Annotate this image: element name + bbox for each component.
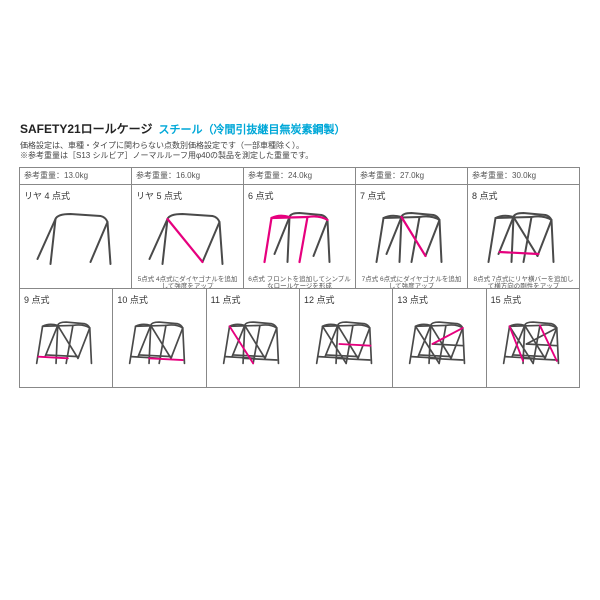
cage-cell-12pt: 12 点式 <box>299 288 393 388</box>
cage-diagram-icon <box>360 204 463 274</box>
cage-cell-10pt: 10 点式 <box>112 288 206 388</box>
cage-label: 10 点式 <box>117 293 201 306</box>
cage-diagram-icon <box>211 308 295 380</box>
weight-row: 参考重量：13.0kg 参考重量：16.0kg 参考重量：24.0kg 参考重量… <box>20 168 580 185</box>
weight-cell: 参考重量：24.0kg <box>243 167 356 185</box>
cage-row-1: リヤ 4 点式 リヤ 5 点式 5点式 4点式にダイヤゴナルを追加して強度をアッ… <box>20 185 580 289</box>
cage-diagram-icon <box>472 204 575 274</box>
weight-cell: 参考重量：27.0kg <box>355 167 468 185</box>
weight-cell: 参考重量：16.0kg <box>131 167 244 185</box>
cage-cell-4pt: リヤ 4 点式 <box>19 184 132 289</box>
cage-row-2: 9 点式 10 点式 <box>20 289 580 388</box>
cage-diagram-icon <box>24 204 127 274</box>
cage-diagram-icon <box>397 308 481 380</box>
cage-label: 11 点式 <box>211 293 295 306</box>
desc-1: 価格設定は、車種・タイプに関わらない点数別価格設定です（一部車種除く）。 <box>20 141 580 151</box>
cage-cell-6pt: 6 点式 6点式 フロントを追加してシンプルなロールケージを形成 <box>243 184 356 289</box>
cage-diagram-icon <box>248 204 351 274</box>
desc-2: ※参考重量は［S13 シルビア］ノーマルルーフ用φ40の製品を測定した重量です。 <box>20 151 580 161</box>
title-sub: スチール（冷間引抜継目無炭素鋼製） <box>158 121 345 137</box>
weight-label: 参考重量：27.0kg <box>360 171 424 180</box>
cage-label: 9 点式 <box>24 293 108 306</box>
cage-cell-8pt: 8 点式 8点式 7点式にリヤ横バーを追加して横方向の剛性をアップ <box>467 184 580 289</box>
title-main: SAFETY21ロールケージ <box>20 120 152 137</box>
weight-cell: 参考重量：13.0kg <box>19 167 132 185</box>
cage-label: 13 点式 <box>397 293 481 306</box>
cage-label: 8 点式 <box>472 189 575 202</box>
header: SAFETY21ロールケージ スチール（冷間引抜継目無炭素鋼製） 価格設定は、車… <box>20 120 580 162</box>
cage-diagram-icon <box>24 308 108 380</box>
cage-label: 15 点式 <box>491 293 575 306</box>
cage-diagram-icon <box>117 308 201 380</box>
cage-cell-7pt: 7 点式 7点式 6点式にダイヤゴナルを追加して強度アップ <box>355 184 468 289</box>
cage-cell-5pt: リヤ 5 点式 5点式 4点式にダイヤゴナルを追加して強度をアップ <box>131 184 244 289</box>
cage-label: 7 点式 <box>360 189 463 202</box>
cage-label: 12 点式 <box>304 293 388 306</box>
cage-label: 6 点式 <box>248 189 351 202</box>
cage-cell-15pt: 15 点式 <box>486 288 580 388</box>
weight-label: 参考重量：24.0kg <box>248 171 312 180</box>
cage-cell-13pt: 13 点式 <box>392 288 486 388</box>
cage-label: リヤ 4 点式 <box>24 189 127 202</box>
cage-diagram-icon <box>304 308 388 380</box>
cage-diagram-icon <box>136 204 239 274</box>
weight-cell: 参考重量：30.0kg <box>467 167 580 185</box>
weight-label: 参考重量：30.0kg <box>472 171 536 180</box>
cage-cell-9pt: 9 点式 <box>19 288 113 388</box>
weight-label: 参考重量：13.0kg <box>24 171 88 180</box>
cage-cell-11pt: 11 点式 <box>206 288 300 388</box>
cage-label: リヤ 5 点式 <box>136 189 239 202</box>
cage-diagram-icon <box>491 308 575 380</box>
weight-label: 参考重量：16.0kg <box>136 171 200 180</box>
